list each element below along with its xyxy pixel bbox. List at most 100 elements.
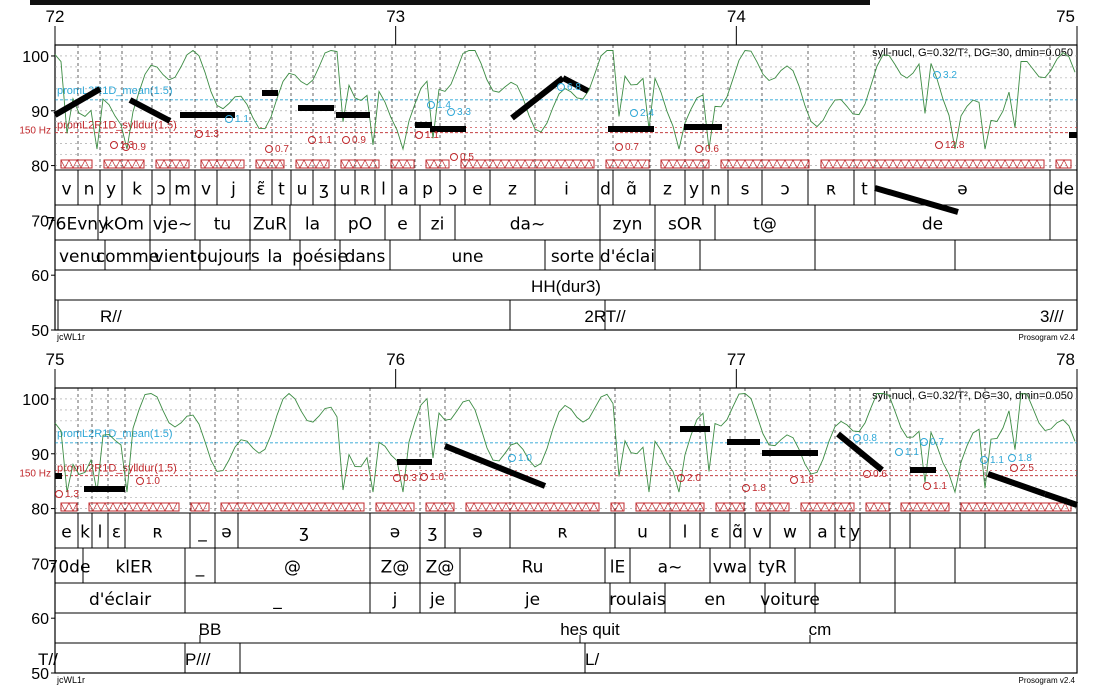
nucleus-box bbox=[60, 159, 93, 169]
prosogram-panel-2: 75 76 77 78 50 60 70 80 90 100 promL2R1D_mean(1.5)… bbox=[19, 350, 1078, 685]
nucleus-hatch bbox=[200, 159, 242, 169]
prominence-value: 0.7 bbox=[275, 144, 289, 155]
prominence-marker bbox=[342, 136, 350, 144]
mean-ref-label: promL2R1D_mean(1.5) bbox=[57, 428, 173, 440]
phone-label: y bbox=[689, 180, 699, 200]
time-tick-label: 73 bbox=[386, 7, 405, 26]
stylized-pitch-segment bbox=[836, 431, 884, 473]
time-tick-label: 72 bbox=[46, 7, 65, 26]
prominence-marker bbox=[935, 141, 943, 149]
phone-label: p bbox=[422, 180, 433, 200]
nucleus-hatch bbox=[88, 502, 178, 512]
phone-label: k bbox=[132, 180, 142, 200]
prominence-value: 0.3 bbox=[403, 473, 417, 484]
word-label: sorte bbox=[551, 247, 594, 267]
title-bar-strip bbox=[30, 0, 870, 5]
prominence-marker bbox=[195, 130, 203, 138]
stylized-pitch-segment bbox=[1044, 491, 1078, 508]
time-tick-label: 74 bbox=[727, 7, 746, 26]
word-label: j bbox=[392, 590, 398, 610]
syllable-label: t@ bbox=[753, 215, 777, 235]
prominence-value: 0.7 bbox=[625, 142, 639, 153]
nucleus-hatch bbox=[375, 502, 413, 512]
phone-label: ʀ bbox=[826, 180, 836, 200]
prominence-value: 0.9 bbox=[352, 135, 366, 146]
stylized-pitch-segment bbox=[128, 97, 172, 124]
syllable-label: zi bbox=[431, 215, 445, 235]
sylldur-ref-label: promL2R1D_sylldur(1.5) bbox=[57, 120, 177, 132]
y-tick-label: 100 bbox=[22, 392, 49, 409]
syllable-label: vje~ bbox=[153, 215, 193, 235]
phone-label: y bbox=[106, 180, 116, 200]
word-label: venu bbox=[59, 247, 101, 267]
syllable-label: Ru bbox=[522, 558, 544, 578]
param-label: syll-nucl, G=0.32/T², DG=30, dmin=0.050 bbox=[872, 47, 1073, 59]
stylized-pitch-segment bbox=[443, 443, 547, 489]
phone-label: ʀ bbox=[152, 523, 162, 543]
nucleus-hatch bbox=[635, 502, 705, 512]
nucleus-box bbox=[800, 502, 855, 512]
nucleus-box bbox=[425, 159, 450, 169]
prominence-marker bbox=[742, 484, 750, 492]
phone-label: v bbox=[201, 180, 211, 200]
phone-label: z bbox=[663, 180, 672, 200]
sylldur-ref-label: promL2R1D_sylldur(1.5) bbox=[57, 463, 177, 475]
y-tick-label: 60 bbox=[31, 611, 49, 628]
prominence-marker bbox=[863, 470, 871, 478]
nucleus-box bbox=[88, 502, 180, 512]
prominence-value: 0.7 bbox=[930, 437, 944, 448]
phone-label: ʒ bbox=[299, 523, 309, 543]
syllable-label: pO bbox=[348, 215, 372, 235]
nucleus-hatch bbox=[800, 502, 854, 512]
prominence-value: 1.0 bbox=[430, 472, 444, 483]
nucleus-hatch bbox=[340, 159, 378, 169]
nucleus-hatch bbox=[900, 502, 950, 512]
time-tick-label: 75 bbox=[1056, 7, 1075, 26]
version-label: Prosogram v2.4 bbox=[1019, 333, 1076, 342]
syllable-label: la bbox=[305, 215, 320, 235]
y-tick-label: 90 bbox=[31, 104, 49, 121]
prominence-marker bbox=[55, 490, 63, 498]
word-label: la bbox=[267, 247, 282, 267]
nucleus-box bbox=[60, 502, 78, 512]
phone-label: ɔ bbox=[156, 180, 165, 200]
y-tick-label: 70 bbox=[31, 556, 49, 573]
phone-label: ɔ bbox=[780, 180, 789, 200]
syllable-label: ZuR bbox=[253, 215, 287, 235]
prominence-value: 1.3 bbox=[65, 489, 79, 500]
time-tick-label: 78 bbox=[1056, 350, 1075, 369]
y-tick-label: 70 bbox=[31, 213, 49, 230]
nucleus-hatch bbox=[610, 502, 624, 512]
phone-label: ʒ bbox=[428, 523, 438, 543]
time-tick-label: 76 bbox=[386, 350, 405, 369]
prominence-value: 12.8 bbox=[945, 140, 965, 151]
phone-label: ə bbox=[390, 523, 400, 543]
prominence-marker bbox=[415, 131, 423, 139]
nucleus-box bbox=[610, 502, 625, 512]
prominence-marker bbox=[308, 136, 316, 144]
syllable-label: a~ bbox=[658, 558, 683, 578]
nucleus-hatch bbox=[820, 159, 1042, 169]
nucleus-hatch bbox=[103, 159, 145, 169]
version-label: Prosogram v2.4 bbox=[1019, 676, 1076, 685]
break-label: 2RT// bbox=[584, 307, 626, 326]
word-label: roulais bbox=[609, 590, 666, 610]
syllable-label: Z@ bbox=[426, 558, 455, 578]
intensity-contour bbox=[54, 49, 1076, 151]
prominence-value: 1.3 bbox=[205, 129, 219, 140]
prominence-value: 1.8 bbox=[1018, 453, 1032, 464]
word-label: une bbox=[451, 247, 483, 267]
prominence-value: 1.1 bbox=[425, 130, 439, 141]
phone-label: ə bbox=[472, 523, 482, 543]
phone-label: ɑ̃ bbox=[626, 180, 637, 200]
nucleus-hatch bbox=[425, 159, 447, 169]
phone-label: j bbox=[230, 180, 236, 200]
nucleus-hatch bbox=[960, 502, 1070, 512]
nucleus-box bbox=[220, 502, 365, 512]
nucleus-box bbox=[635, 502, 705, 512]
phone-label: t bbox=[839, 523, 846, 543]
y-tick-label: 50 bbox=[31, 666, 49, 683]
nucleus-box bbox=[465, 502, 600, 512]
